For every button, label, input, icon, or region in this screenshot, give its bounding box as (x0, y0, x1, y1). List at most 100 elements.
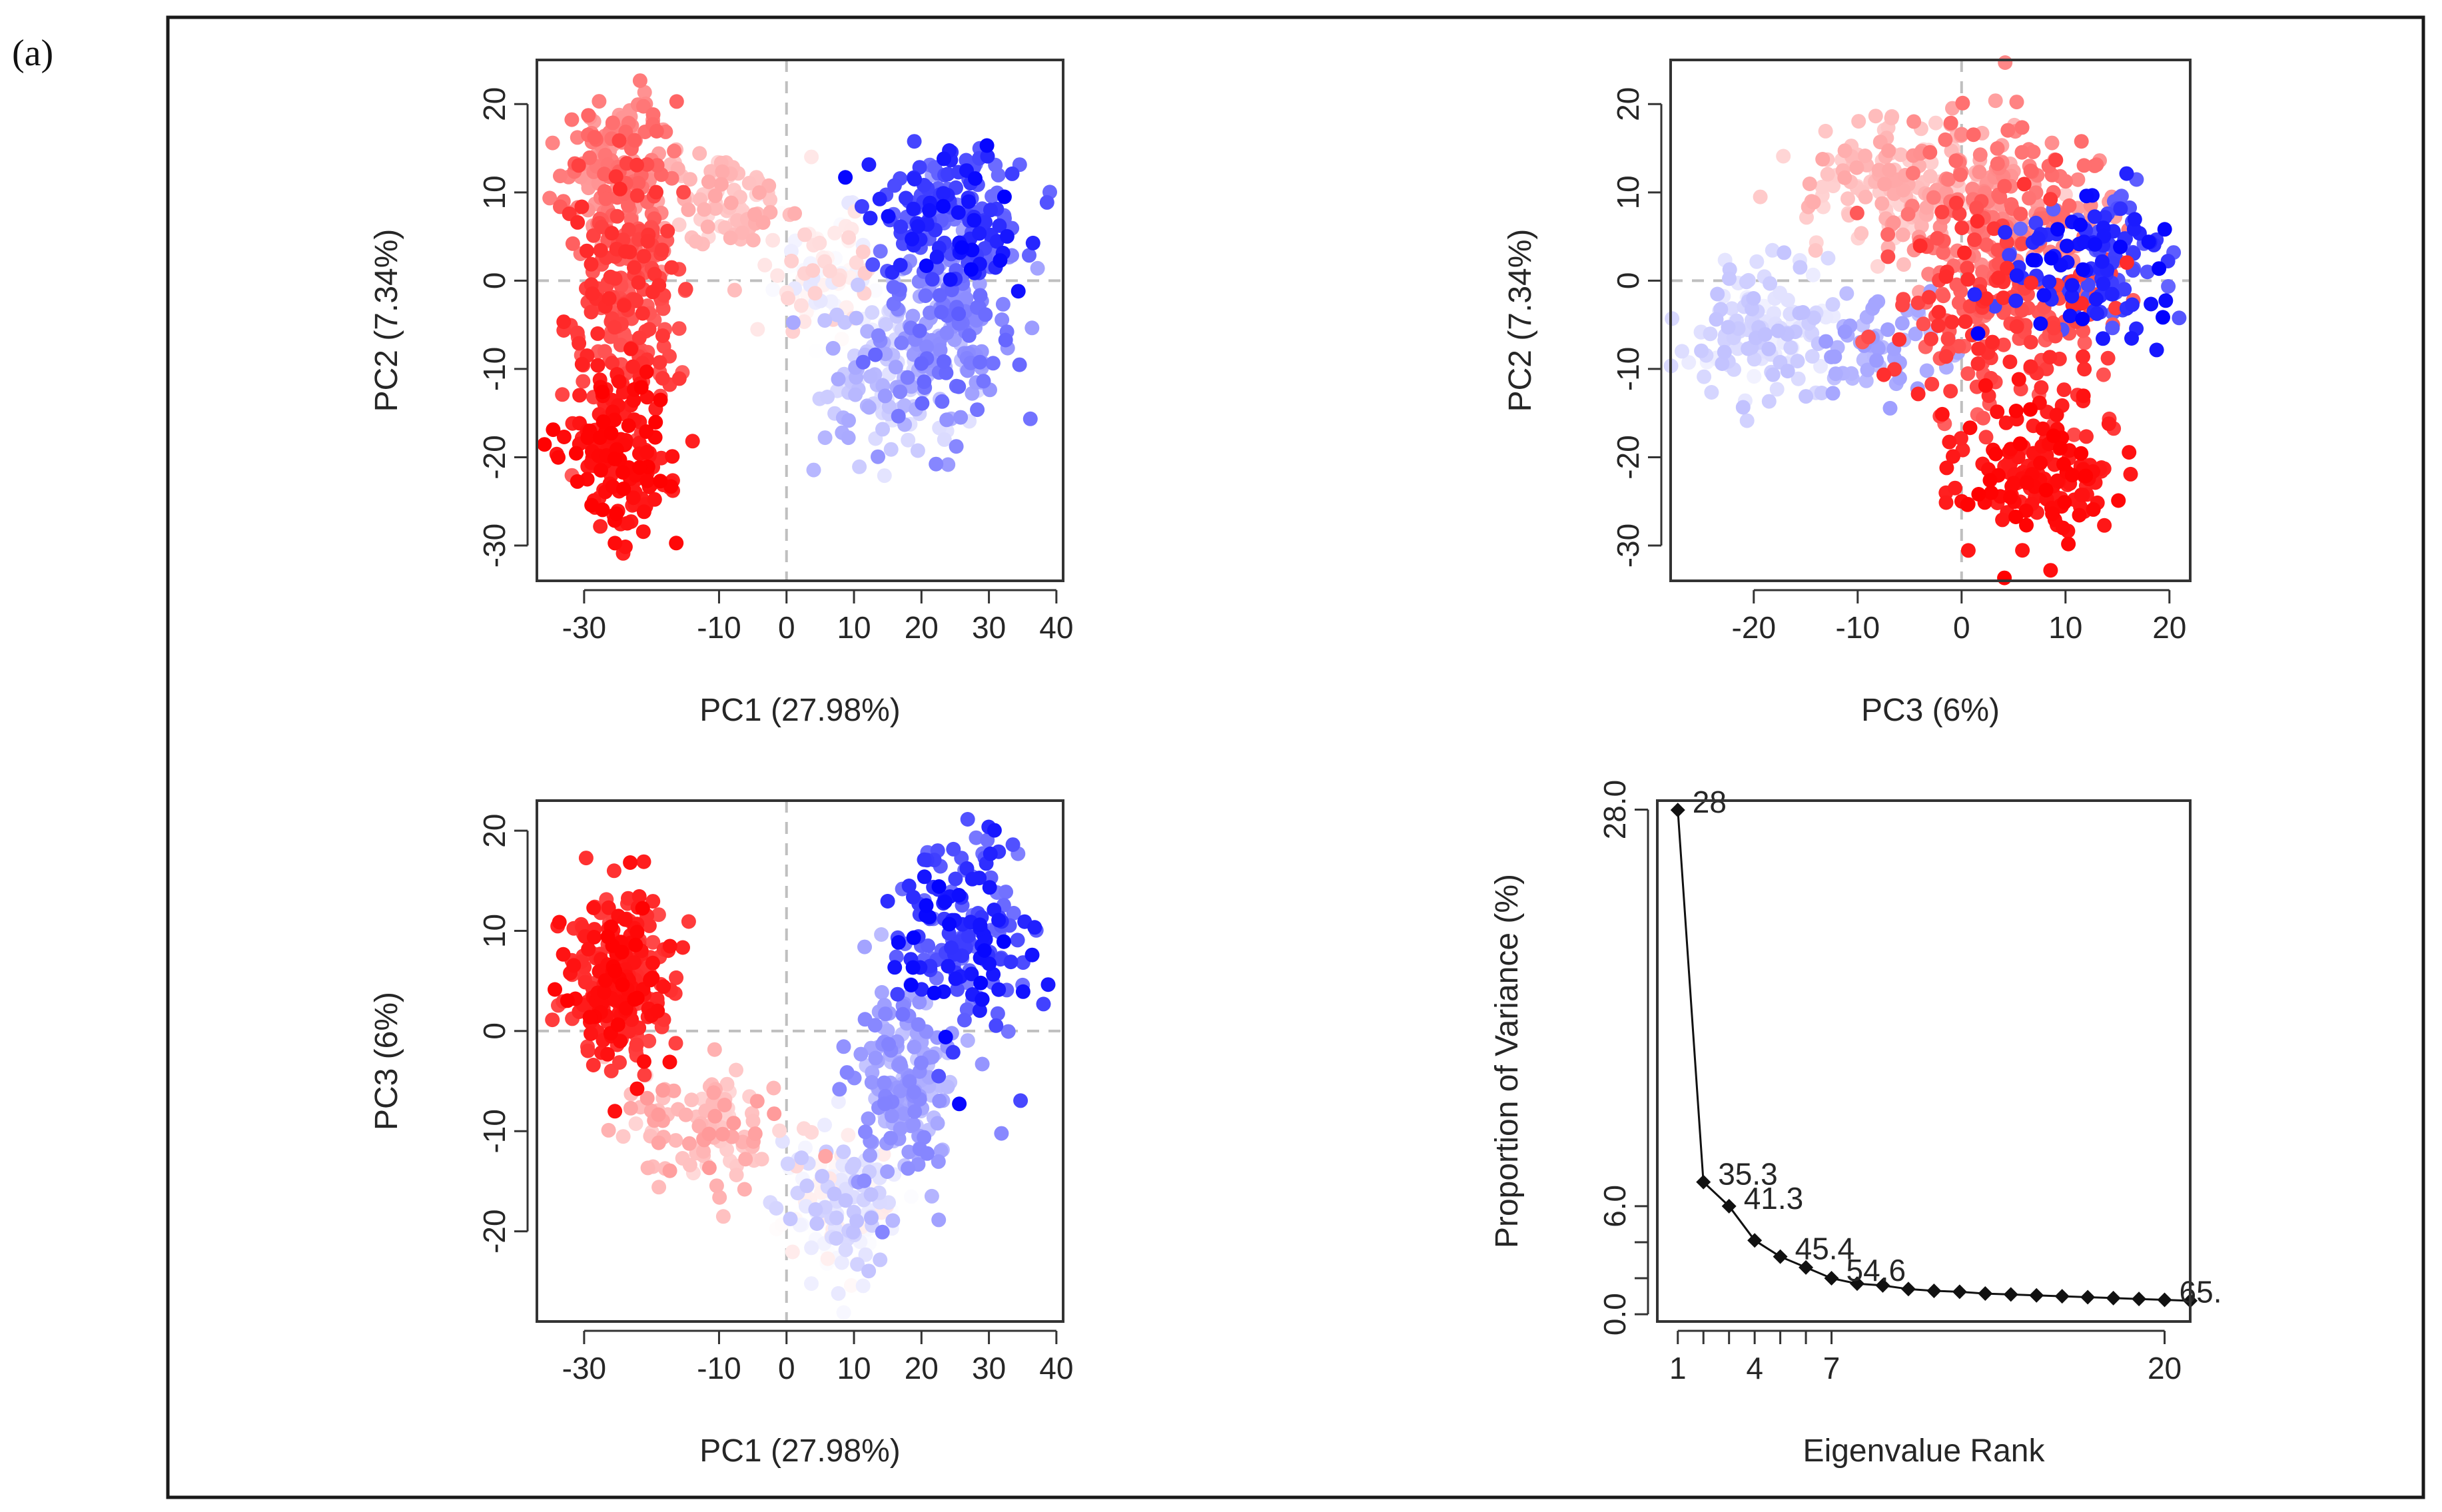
scatter-point (995, 296, 1011, 312)
scatter-point (649, 185, 663, 200)
scatter-point (770, 268, 785, 283)
x-tick-label: 20 (905, 1351, 939, 1385)
scatter-point (1837, 170, 1852, 185)
x-tick-label: 0 (778, 1351, 795, 1385)
x-tick-label: 0 (1953, 610, 1970, 645)
scatter-point (1790, 354, 1805, 369)
scatter-point (628, 1116, 643, 1131)
scatter-point (860, 324, 875, 339)
scatter-point (991, 913, 1007, 928)
scatter-point (978, 307, 993, 322)
scatter-point (1962, 298, 1978, 314)
scatter-point (1896, 257, 1911, 272)
scatter-point (2014, 120, 2030, 135)
scatter-point (920, 1146, 935, 1161)
scatter-pc1-pc3 (545, 812, 1056, 1320)
scatter-point (580, 243, 594, 258)
scatter-point (2076, 262, 2090, 277)
scatter-point (1805, 267, 1821, 282)
scatter-point (2111, 493, 2126, 508)
scatter-point (863, 1187, 879, 1202)
y-tick-label: 20 (477, 814, 512, 848)
scatter-point (1948, 153, 1964, 169)
scatter-point (2087, 209, 2102, 224)
scatter-point (1998, 224, 2013, 240)
scatter-point (2048, 153, 2064, 168)
x-tick-label: -30 (562, 610, 606, 645)
chart-scree-axes: 1 4 7 20 0.0 6.0 28.0 Eigenvalue Rank Proportion… (1489, 780, 2192, 1469)
scatter-point (1761, 341, 1777, 356)
scatter-point (1027, 920, 1042, 935)
scatter-point (911, 1017, 926, 1032)
scatter-point (723, 195, 739, 210)
scatter-point (669, 94, 684, 109)
scatter-point (1854, 226, 1869, 241)
scatter-point (1900, 206, 1916, 222)
scatter-point (1939, 460, 1954, 476)
scatter-point (857, 939, 872, 954)
scatter-point (1825, 386, 1840, 401)
scatter-point (905, 960, 921, 975)
scatter-point (861, 157, 877, 173)
scatter-point (625, 359, 641, 374)
scatter-point (2036, 288, 2052, 303)
scree-point (1978, 1286, 1993, 1302)
scatter-point (608, 1104, 623, 1119)
scatter-point (1988, 93, 2003, 109)
scatter-point (580, 430, 596, 446)
scatter-point (1746, 291, 1761, 306)
scatter-point (647, 492, 662, 507)
scatter-point (2019, 518, 2034, 533)
scatter-point (1821, 250, 1836, 266)
x-tick-label: -30 (562, 1351, 606, 1385)
scatter-point (1022, 411, 1038, 426)
scatter-point (2062, 308, 2078, 324)
scatter-point (794, 1150, 809, 1166)
scatter-point (645, 284, 660, 300)
scatter-point (804, 1276, 819, 1292)
scatter-point (1681, 355, 1697, 370)
scatter-point (2003, 490, 2018, 505)
scatter-point (972, 226, 987, 241)
scatter-point (745, 232, 761, 248)
scatter-point (737, 1182, 752, 1197)
scatter-point (1965, 181, 1980, 196)
scatter-point (959, 291, 974, 306)
scatter-point (1938, 349, 1954, 364)
scatter-point (1030, 260, 1045, 276)
chart-pc1-pc3-axes: -30 -10 0 10 20 30 40 -20 -10 0 10 20 PC1 (27.98%) PC… (369, 799, 1073, 1469)
scatter-point (804, 1240, 819, 1256)
scatter-point (556, 430, 572, 444)
scatter-point (621, 891, 635, 906)
scatter-point (584, 304, 599, 320)
scatter-point (606, 863, 621, 879)
scatter-point (1806, 194, 1821, 210)
scatter-point (829, 307, 845, 322)
scatter-point (836, 1305, 851, 1320)
scatter-point (2079, 429, 2094, 444)
scatter-point (548, 982, 562, 997)
scatter-point (1971, 341, 1986, 356)
scatter-point (961, 929, 976, 944)
y-tick-label: 10 (477, 914, 512, 948)
scatter-point (668, 1036, 683, 1051)
scatter-point (1997, 570, 2012, 585)
scatter-point (1694, 343, 1709, 358)
scatter-point (917, 374, 932, 390)
scatter-point (1960, 497, 1975, 512)
scree-annotation: 41.3 (1744, 1181, 1804, 1216)
scatter-point (829, 1210, 844, 1226)
scatter-point (946, 841, 961, 857)
scatter-point (754, 1152, 769, 1167)
scatter-point (597, 344, 612, 359)
scatter-point (1849, 160, 1864, 175)
scatter-point (2008, 510, 2024, 524)
scatter-point (665, 449, 680, 464)
scree-annotation: 65. (2180, 1275, 2222, 1310)
scatter-point (907, 1039, 922, 1054)
scree-point (2132, 1292, 2147, 1307)
scatter-point (994, 1126, 1009, 1141)
scatter-point (817, 1118, 832, 1132)
scatter-point (965, 871, 980, 887)
scatter-point (1924, 331, 1938, 346)
